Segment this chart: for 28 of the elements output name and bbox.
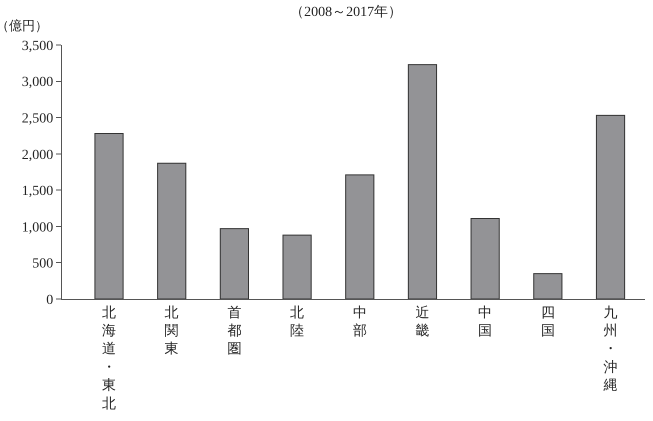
y-tick-label: 500	[32, 256, 54, 272]
y-tick-label: 0	[46, 292, 54, 308]
y-tick-label: 3,500	[22, 38, 54, 54]
y-tick-label: 1,000	[22, 220, 54, 236]
bar	[408, 64, 438, 299]
bar	[533, 273, 562, 299]
x-tick-label: 北関東	[164, 304, 179, 358]
x-tick-label: 中国	[478, 304, 492, 339]
chart-title: （2008～2017年）	[290, 4, 402, 20]
bar	[282, 234, 312, 299]
y-tick-label: 1,500	[22, 184, 54, 200]
y-tick-label: 2,000	[22, 148, 54, 163]
y-tick-label: 3,000	[22, 75, 54, 90]
x-tick-label: 北陸	[290, 304, 304, 339]
bar	[470, 218, 500, 299]
x-tick-label: 九州・沖縄	[602, 304, 618, 394]
x-tick-label: 近畿	[415, 304, 430, 339]
bar	[220, 228, 249, 299]
x-tick-label: 中部	[352, 304, 367, 339]
bar	[94, 133, 124, 299]
bar	[596, 114, 626, 299]
y-axis-title: （億円）	[0, 18, 48, 33]
x-tick-label: 北海道・東北	[102, 304, 116, 412]
bar	[157, 162, 186, 299]
bar	[345, 174, 374, 299]
y-tick-label: 2,500	[22, 111, 54, 126]
x-tick-label: 四国	[540, 306, 555, 339]
x-tick-label: 首都圏	[227, 304, 242, 358]
